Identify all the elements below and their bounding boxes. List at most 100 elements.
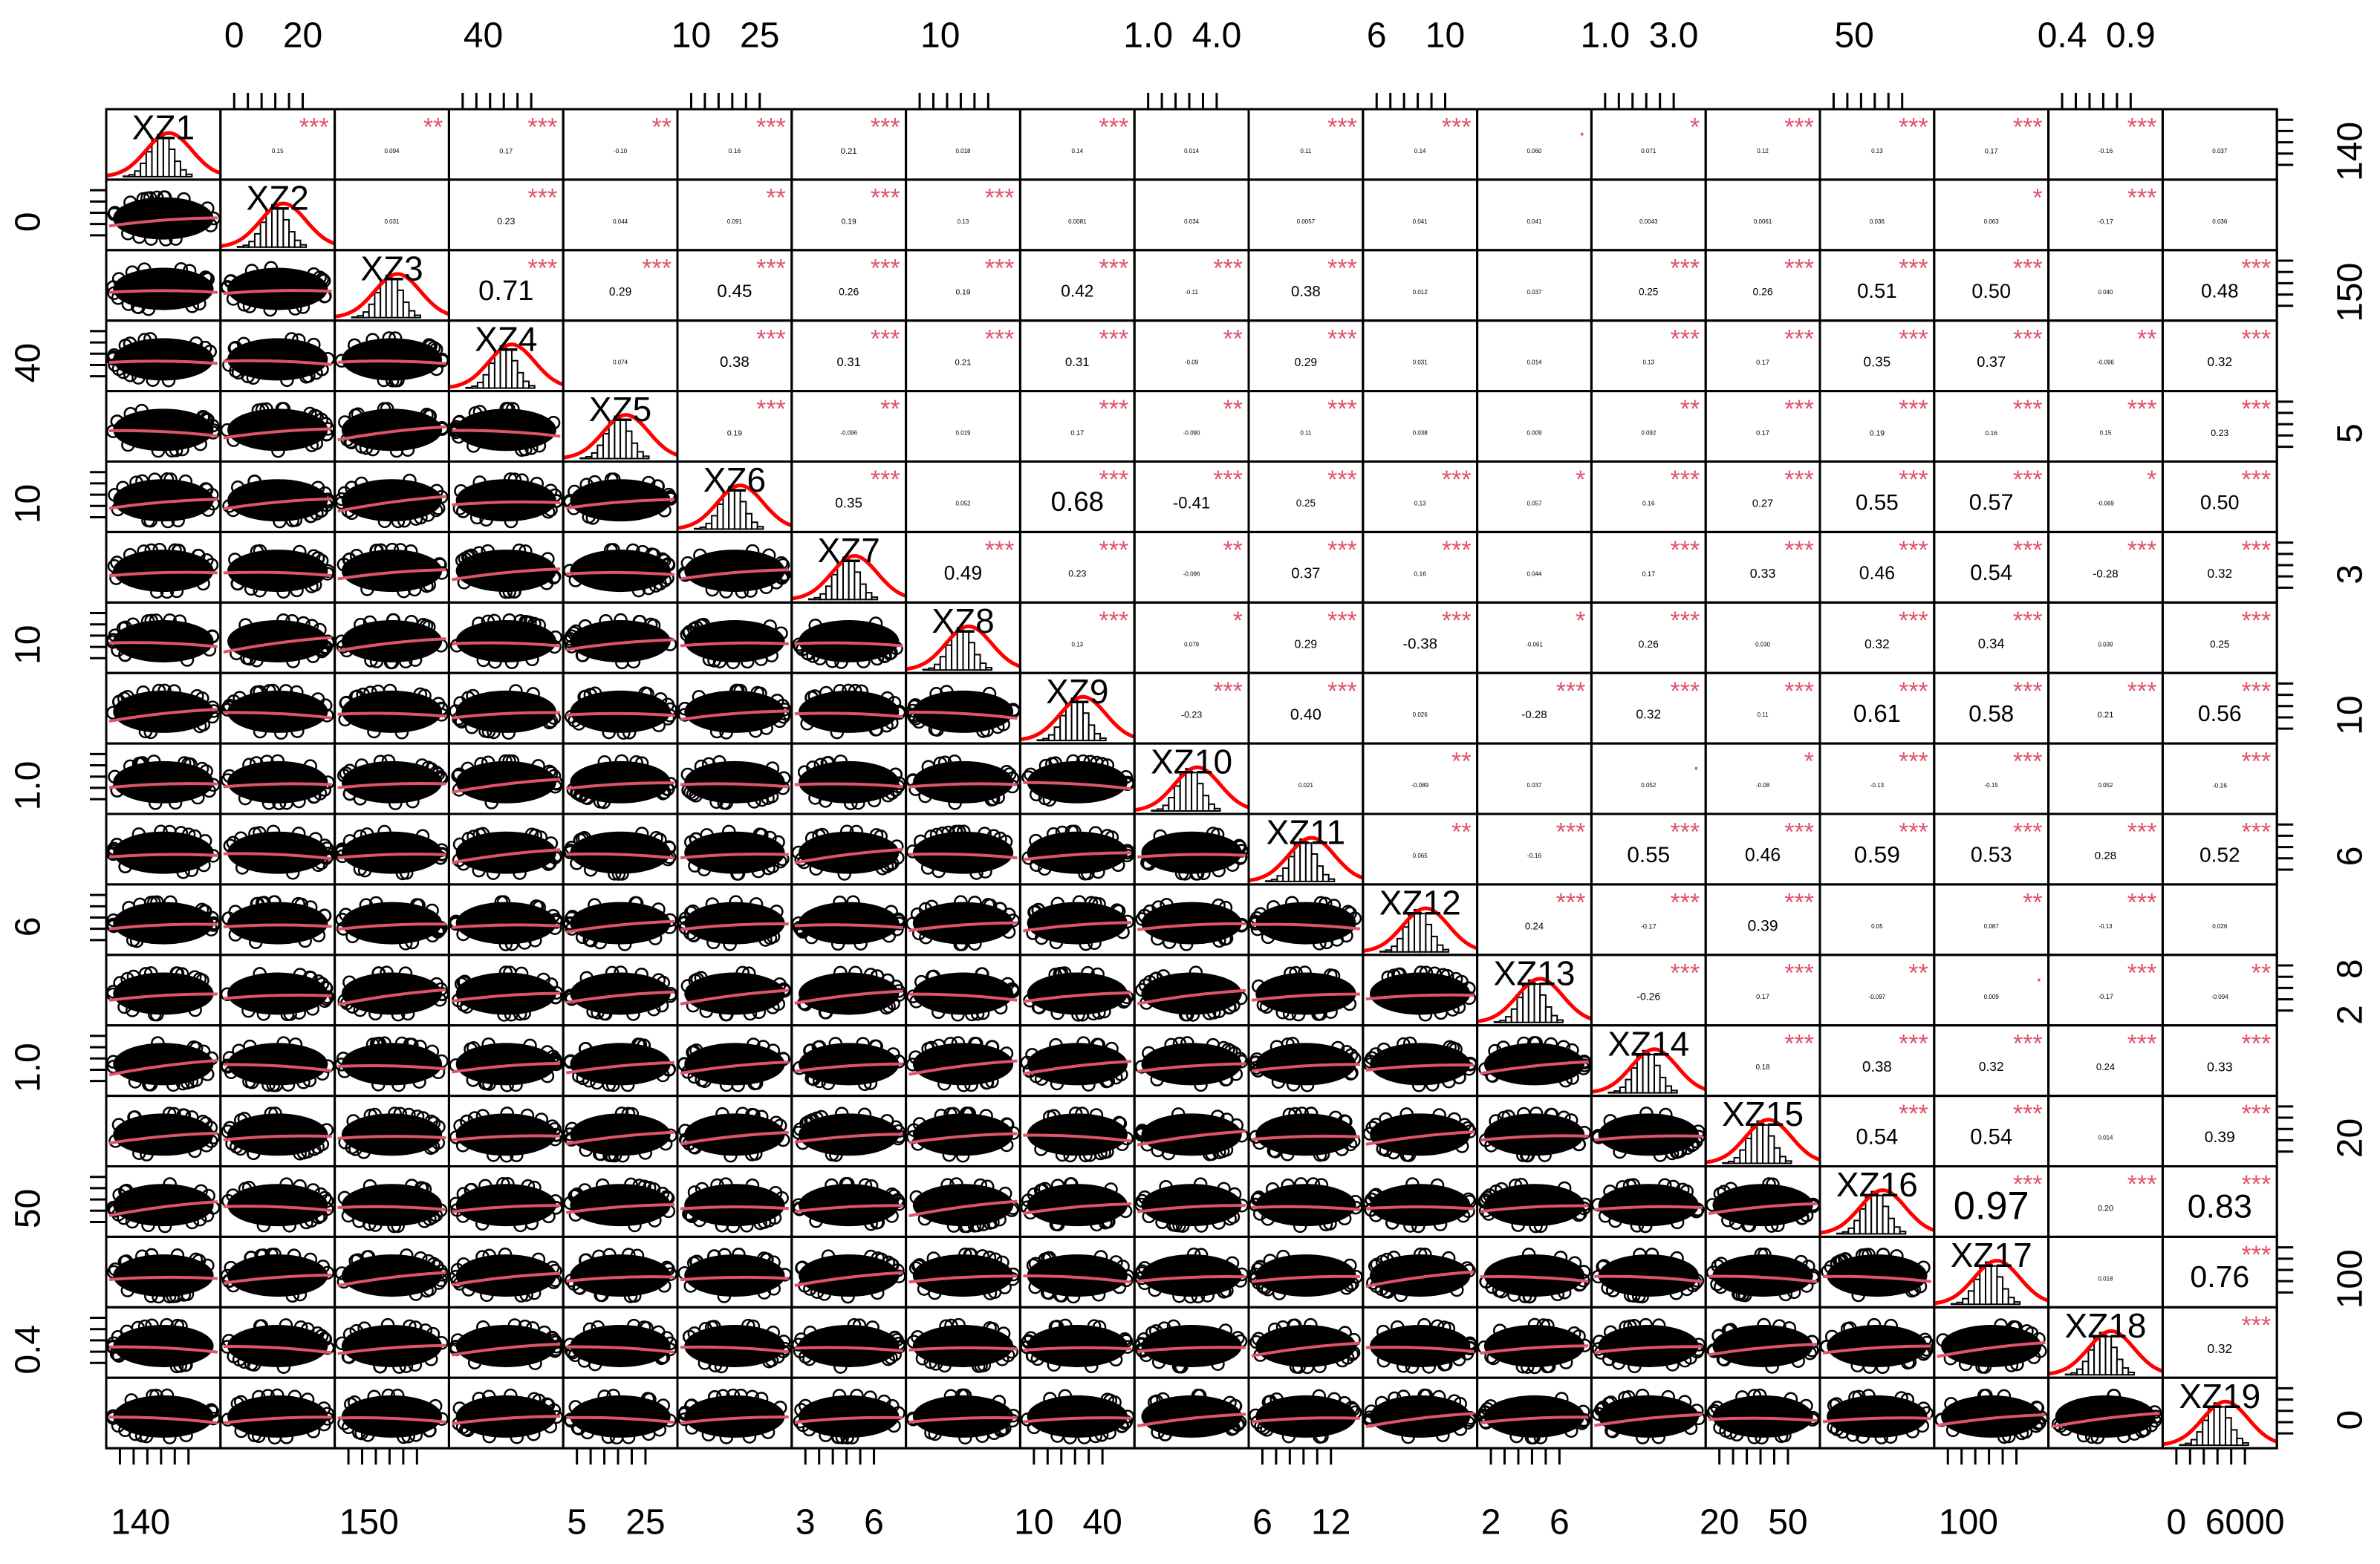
cell bbox=[905, 812, 1021, 886]
cell bbox=[1818, 1235, 1936, 1309]
histogram-bar bbox=[2013, 1301, 2021, 1306]
scatter-point bbox=[408, 653, 423, 667]
scatter-point bbox=[172, 544, 186, 558]
correlation-value: 0.13 bbox=[1072, 641, 1084, 648]
scatter-point bbox=[986, 829, 1001, 843]
smooth-line bbox=[108, 992, 218, 1002]
cell: XZ6 bbox=[676, 460, 793, 533]
scatter-point bbox=[1029, 787, 1044, 802]
correlation-value: 0.21 bbox=[955, 359, 972, 368]
histogram-bar bbox=[968, 642, 975, 671]
scatter-point bbox=[661, 558, 676, 572]
cell: 0.21*** bbox=[905, 319, 1021, 393]
cell-border bbox=[1818, 178, 1936, 252]
histogram-bar bbox=[123, 175, 130, 177]
cell: -0.16*** bbox=[1476, 812, 1593, 886]
scatter-cloud bbox=[113, 197, 214, 240]
smooth-line bbox=[794, 641, 903, 648]
significance-stars: *** bbox=[1670, 818, 1700, 847]
scatter-cloud bbox=[570, 479, 671, 522]
histogram-bar bbox=[402, 301, 410, 319]
correlation-value: 0.13 bbox=[1414, 501, 1426, 507]
cell bbox=[562, 1235, 679, 1309]
scatter-point bbox=[1045, 757, 1059, 771]
scatter-point bbox=[530, 476, 544, 491]
x-tick-label: 6 bbox=[864, 1503, 884, 1542]
cell: 0.14*** bbox=[1018, 108, 1136, 181]
cell bbox=[790, 1024, 908, 1098]
scatter-point bbox=[1029, 833, 1043, 848]
histogram-bar bbox=[1316, 865, 1324, 882]
scatter-point bbox=[110, 783, 124, 798]
scatter-point bbox=[906, 989, 920, 1003]
scatter-point bbox=[575, 832, 590, 846]
correlation-value: -0.16 bbox=[1527, 852, 1542, 859]
cell: -0.094** bbox=[2161, 954, 2278, 1027]
cell bbox=[676, 1095, 793, 1167]
cell bbox=[105, 1165, 222, 1238]
cell bbox=[334, 390, 450, 463]
histogram-bar bbox=[1505, 1016, 1512, 1023]
scatter-point bbox=[863, 968, 878, 982]
scatter-cloud bbox=[113, 760, 214, 804]
cell: 0.17*** bbox=[1704, 319, 1821, 393]
correlation-value: -0.13 bbox=[1870, 782, 1885, 789]
scatter-point bbox=[645, 547, 659, 561]
significance-stars: *** bbox=[871, 114, 900, 142]
density-curve bbox=[791, 553, 907, 601]
scatter-point bbox=[261, 796, 276, 810]
significance-stars: *** bbox=[2013, 536, 2043, 564]
scatter-point bbox=[141, 302, 156, 316]
cell bbox=[219, 530, 336, 604]
scatter-point bbox=[353, 792, 368, 806]
scatter-point bbox=[242, 757, 256, 772]
scatter-cloud bbox=[227, 831, 328, 874]
scatter-point bbox=[777, 703, 792, 717]
histogram-bar bbox=[1442, 948, 1450, 953]
scatter-cloud bbox=[799, 1325, 900, 1367]
histogram-bar bbox=[2202, 1419, 2209, 1447]
significance-stars: *** bbox=[1899, 607, 1928, 635]
variable-name: XZ3 bbox=[360, 249, 423, 287]
histogram-bar bbox=[1893, 1226, 1901, 1235]
correlation-value: 0.17 bbox=[1756, 429, 1769, 437]
histogram-bar bbox=[865, 592, 873, 601]
scatter-point bbox=[419, 619, 434, 633]
significance-stars: *** bbox=[642, 254, 672, 282]
scatter-point bbox=[137, 333, 152, 347]
significance-stars: *** bbox=[1899, 466, 1928, 494]
scatter-point bbox=[854, 936, 868, 951]
cell: 0.036 bbox=[2161, 178, 2278, 252]
scatter-point bbox=[236, 336, 251, 351]
scatter-point bbox=[870, 651, 885, 666]
significance-stars: *** bbox=[1784, 1029, 1814, 1058]
scatter-cloud bbox=[341, 479, 443, 522]
cell: 0.24*** bbox=[1476, 883, 1593, 957]
histogram-bar bbox=[528, 385, 536, 389]
cell bbox=[1018, 812, 1136, 886]
scatter-point bbox=[403, 473, 417, 488]
cell bbox=[1476, 1235, 1593, 1309]
histogram-bar bbox=[1727, 1160, 1735, 1164]
scatter-point bbox=[729, 895, 743, 909]
scatter-point bbox=[937, 755, 952, 769]
histogram-bar bbox=[2076, 1368, 2084, 1376]
scatter-point bbox=[285, 613, 299, 628]
scatter-point bbox=[591, 1006, 605, 1020]
correlation-value: 0.052 bbox=[1641, 782, 1656, 789]
cell: -0.16*** bbox=[2047, 108, 2164, 181]
scatter-point bbox=[588, 898, 602, 912]
scatter-point bbox=[169, 443, 183, 457]
significance-stars: *** bbox=[1784, 959, 1814, 987]
scatter-point bbox=[918, 789, 932, 804]
scatter-point bbox=[689, 832, 703, 847]
scatter-cloud bbox=[1141, 831, 1242, 874]
scatter-point bbox=[1120, 777, 1134, 792]
scatter-point bbox=[585, 511, 600, 525]
significance-stars: * bbox=[1576, 607, 1585, 635]
smooth-line bbox=[337, 781, 446, 789]
correlation-value: 0.16 bbox=[1985, 429, 1997, 437]
scatter-cloud bbox=[455, 479, 556, 522]
cell bbox=[1818, 1376, 1936, 1450]
cell bbox=[1018, 1024, 1136, 1098]
